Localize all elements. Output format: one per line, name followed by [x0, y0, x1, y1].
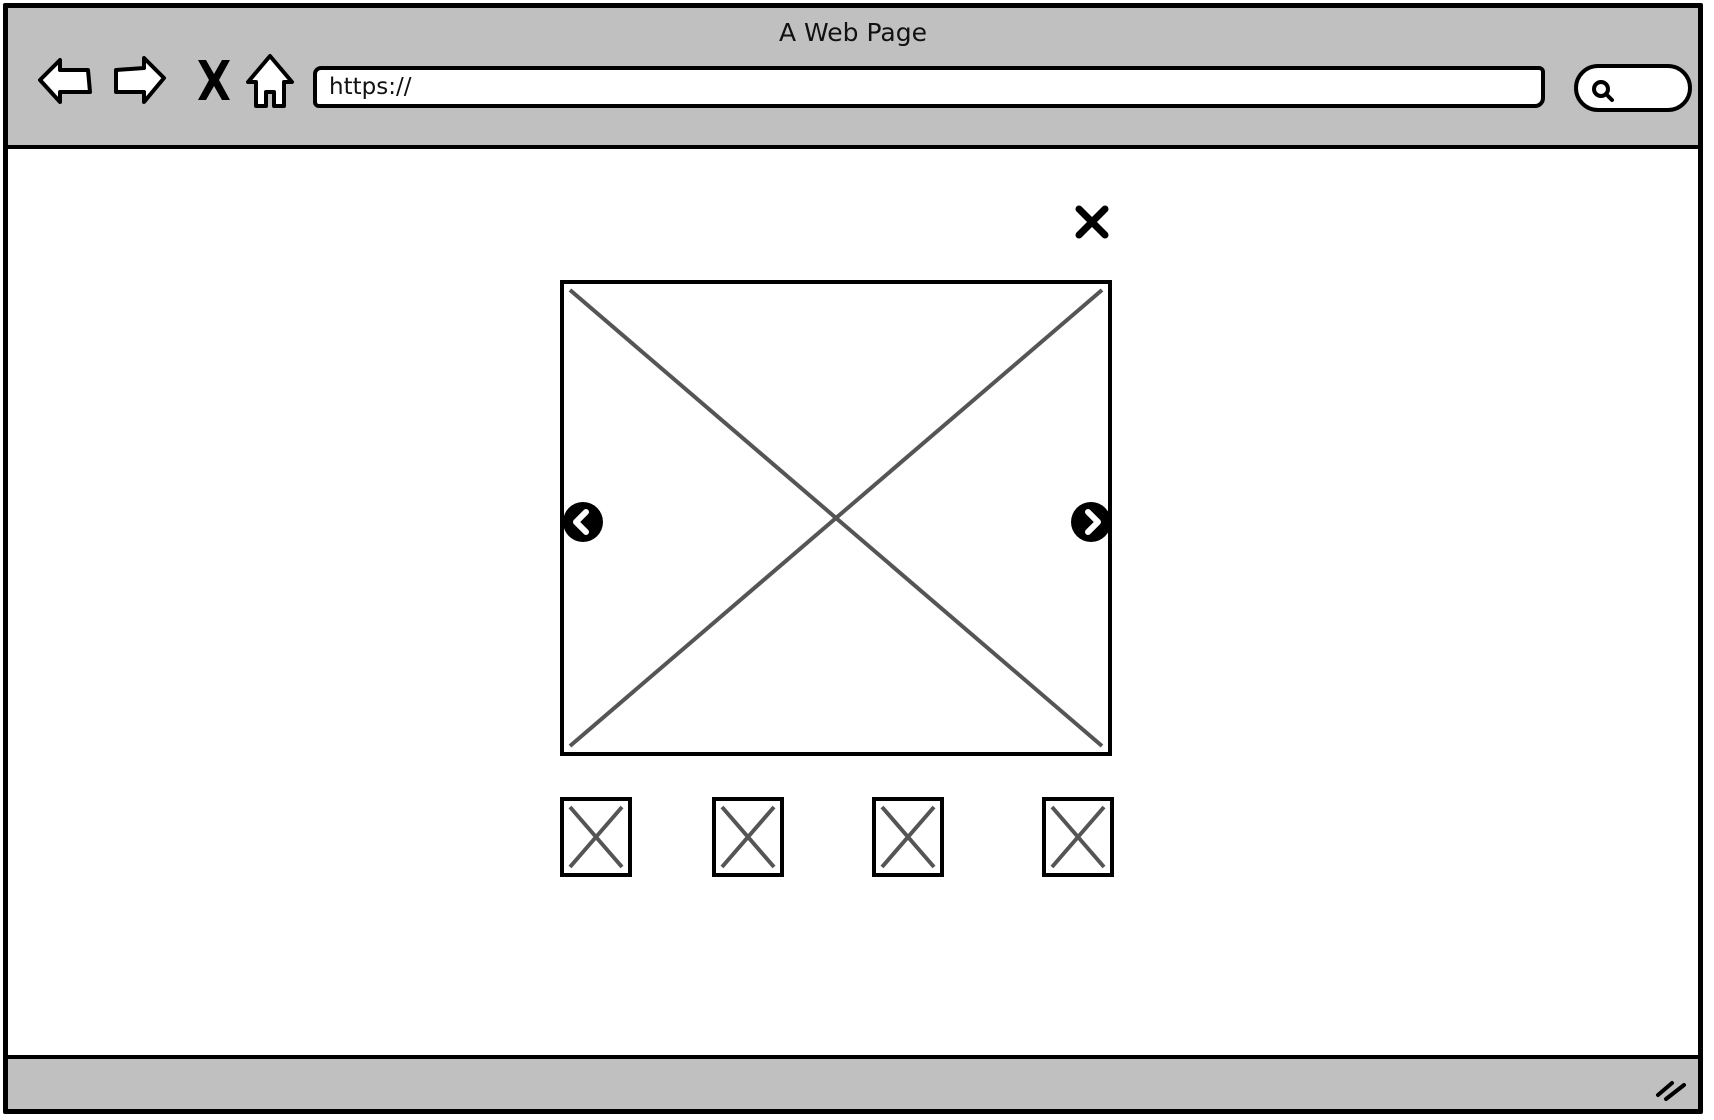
- home-icon[interactable]: [240, 50, 302, 112]
- thumbnail-2[interactable]: [712, 797, 784, 877]
- main-gallery-image: [560, 280, 1112, 756]
- next-image-button[interactable]: [1069, 500, 1113, 544]
- thumbnail-4[interactable]: [1042, 797, 1114, 877]
- back-arrow-icon[interactable]: [34, 50, 96, 112]
- page-content: [8, 149, 1698, 1065]
- resize-grip-icon[interactable]: [1654, 1073, 1690, 1103]
- thumbnail-1[interactable]: [560, 797, 632, 877]
- browser-toolbar: A Web Page: [8, 8, 1698, 149]
- chevron-left-icon: [563, 502, 603, 542]
- stop-icon[interactable]: [184, 50, 246, 112]
- status-bar: [8, 1055, 1698, 1109]
- thumbnail-3[interactable]: [872, 797, 944, 877]
- search-icon: [1592, 80, 1614, 102]
- image-placeholder-icon: [568, 805, 624, 869]
- close-gallery-button[interactable]: [1071, 201, 1113, 243]
- previous-image-button[interactable]: [561, 500, 605, 544]
- chevron-right-icon: [1071, 502, 1111, 542]
- address-bar[interactable]: [313, 66, 1545, 108]
- search-box[interactable]: [1574, 64, 1692, 112]
- address-input[interactable]: [327, 73, 1541, 101]
- forward-arrow-icon[interactable]: [108, 50, 170, 112]
- window-title: A Web Page: [778, 18, 928, 47]
- close-x-icon: [1075, 205, 1109, 239]
- browser-window: A Web Page: [3, 3, 1703, 1114]
- image-placeholder-icon: [880, 805, 936, 869]
- image-placeholder-icon: [1050, 805, 1106, 869]
- image-placeholder-icon: [720, 805, 776, 869]
- image-placeholder-icon: [568, 288, 1104, 748]
